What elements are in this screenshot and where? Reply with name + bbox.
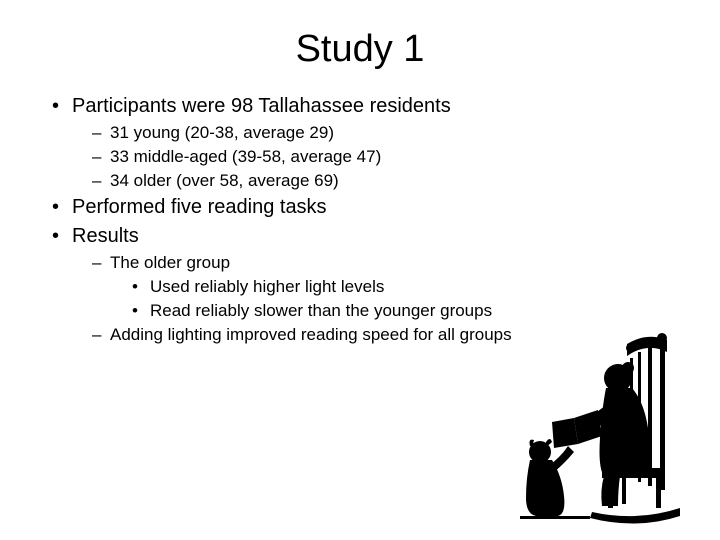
bullet-older-group: The older group — [50, 252, 670, 275]
slide-content: Participants were 98 Tallahassee residen… — [50, 93, 670, 347]
bullet-middle-aged: 33 middle-aged (39-58, average 47) — [50, 146, 670, 169]
bullet-older: 34 older (over 58, average 69) — [50, 170, 670, 193]
bullet-young: 31 young (20-38, average 29) — [50, 122, 670, 145]
bullet-tasks: Performed five reading tasks — [50, 194, 670, 221]
reading-silhouette-icon — [492, 318, 692, 528]
slide-container: Study 1 Participants were 98 Tallahassee… — [0, 0, 720, 540]
bullet-results: Results — [50, 223, 670, 250]
bullet-light-levels: Used reliably higher light levels — [50, 276, 670, 299]
bullet-participants: Participants were 98 Tallahassee residen… — [50, 93, 670, 120]
bullet-list: Participants were 98 Tallahassee residen… — [50, 93, 670, 347]
slide-title: Study 1 — [50, 28, 670, 71]
